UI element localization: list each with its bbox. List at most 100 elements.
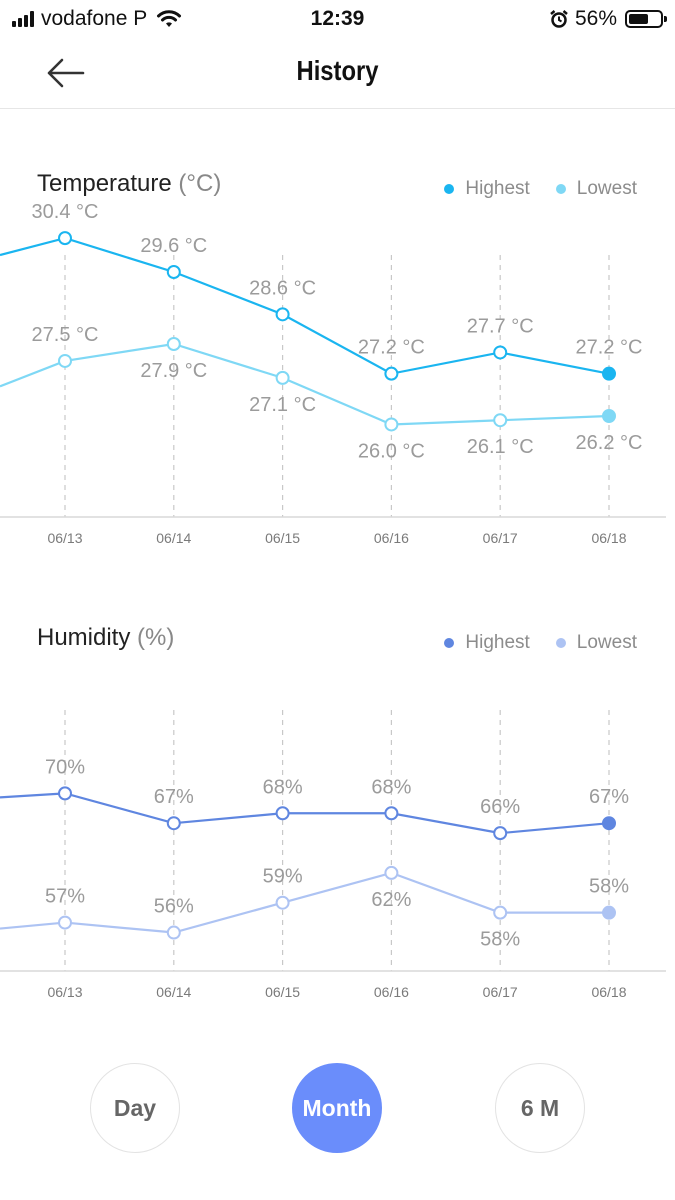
data-point xyxy=(166,816,181,831)
arrow-left-icon[interactable] xyxy=(42,53,88,93)
humidity-title-text: Humidity xyxy=(37,624,131,651)
legend-dot-lowest xyxy=(555,184,566,194)
data-point xyxy=(384,806,399,821)
data-label: 59% xyxy=(263,866,303,888)
data-point xyxy=(275,895,290,910)
legend-dot-highest xyxy=(444,184,455,194)
battery-percent: 56% xyxy=(574,7,617,30)
data-label: 26.2 °C xyxy=(576,432,643,454)
period-day-button[interactable]: Day xyxy=(90,1063,180,1153)
data-point xyxy=(275,307,290,322)
data-point xyxy=(58,231,72,246)
data-label: 58% xyxy=(480,929,520,951)
alarm-icon xyxy=(550,10,568,28)
legend-label-lowest: Lowest xyxy=(576,178,637,199)
humidity-legend: Highest Lowest xyxy=(418,632,637,654)
data-label: 27.9 °C xyxy=(140,360,207,382)
temperature-title: Temperature (°C) xyxy=(37,170,221,198)
x-tick-label: 06/13 xyxy=(47,984,82,1000)
data-point xyxy=(58,353,72,368)
legend-highest: Highest xyxy=(444,178,530,200)
page-title: History xyxy=(296,55,379,86)
legend-lowest: Lowest xyxy=(555,632,637,654)
temperature-unit: (°C) xyxy=(178,170,222,197)
data-point xyxy=(493,905,508,920)
data-point xyxy=(493,345,508,360)
humidity-chart: 06/13 06/14 06/15 06/16 06/17 06/18 70% 67% 68% 6… xyxy=(0,710,666,1000)
x-tick-label: 06/13 xyxy=(47,530,82,546)
status-right: 56% xyxy=(549,7,667,31)
data-point xyxy=(602,409,616,423)
data-point xyxy=(58,915,72,930)
data-point xyxy=(493,826,508,841)
data-point xyxy=(384,865,399,880)
legend-label-highest: Highest xyxy=(465,178,530,199)
x-tick-label: 06/16 xyxy=(374,984,409,1000)
data-label: 56% xyxy=(154,896,194,918)
data-label: 29.6 °C xyxy=(140,235,207,257)
data-label: 26.1 °C xyxy=(467,436,534,458)
data-point xyxy=(602,366,616,381)
data-point xyxy=(166,925,181,940)
legend-label-lowest: Lowest xyxy=(576,632,637,653)
period-month-button[interactable]: Month xyxy=(292,1063,382,1153)
status-left: vodafone P xyxy=(12,7,182,31)
data-label: 27.7 °C xyxy=(467,315,534,337)
x-tick-label: 06/15 xyxy=(265,530,300,546)
data-label: 68% xyxy=(263,776,303,798)
data-label: 30.4 °C xyxy=(32,201,99,223)
x-tick-label: 06/15 xyxy=(265,984,300,1000)
data-label: 26.0 °C xyxy=(358,440,425,462)
data-point xyxy=(384,366,399,381)
data-point xyxy=(58,786,72,801)
x-tick-label: 06/18 xyxy=(591,984,626,1000)
status-bar: vodafone P 12:39 56% xyxy=(0,0,675,40)
legend-highest: Highest xyxy=(444,632,530,654)
carrier-name: vodafone P xyxy=(41,7,148,30)
temperature-chart: 06/13 06/14 06/15 06/16 06/17 06/18 30.4 °C 29.… xyxy=(0,201,666,546)
data-point xyxy=(602,816,616,831)
data-point xyxy=(166,265,181,279)
x-tick-label: 06/14 xyxy=(156,984,191,1000)
data-label: 62% xyxy=(371,889,411,911)
data-label: 28.6 °C xyxy=(249,277,316,299)
temperature-title-text: Temperature xyxy=(37,170,172,197)
data-label: 67% xyxy=(154,786,194,808)
data-label: 68% xyxy=(371,776,411,798)
data-label: 27.1 °C xyxy=(249,394,316,416)
status-time: 12:39 xyxy=(310,7,365,30)
period-6m-button[interactable]: 6 M xyxy=(495,1063,585,1153)
data-label: 67% xyxy=(589,786,629,808)
data-label: 57% xyxy=(45,886,85,908)
data-point xyxy=(166,337,181,351)
data-label: 58% xyxy=(589,876,629,898)
x-tick-label: 06/17 xyxy=(483,984,518,1000)
x-tick-label: 06/17 xyxy=(483,530,518,546)
data-point xyxy=(275,806,290,821)
humidity-unit: (%) xyxy=(137,624,175,651)
legend-lowest: Lowest xyxy=(555,178,637,200)
x-tick-label: 06/18 xyxy=(591,530,626,546)
humidity-title: Humidity (%) xyxy=(37,624,174,652)
legend-dot-highest xyxy=(444,638,455,648)
data-label: 27.2 °C xyxy=(576,337,643,359)
battery-icon xyxy=(625,10,667,28)
data-label: 27.5 °C xyxy=(32,324,99,346)
series-line xyxy=(0,236,610,375)
signal-icon xyxy=(12,11,34,27)
humidity-section: Humidity (%) Highest Lowest xyxy=(0,605,675,1005)
temperature-section: Temperature (°C) Highest Lowest xyxy=(0,150,675,570)
data-label: 27.2 °C xyxy=(358,337,425,359)
data-point xyxy=(602,905,616,920)
data-label: 66% xyxy=(480,796,520,818)
temperature-legend: Highest Lowest xyxy=(418,178,637,200)
legend-dot-lowest xyxy=(555,638,566,648)
data-point xyxy=(384,417,399,432)
data-point xyxy=(493,413,508,428)
data-point xyxy=(275,370,290,385)
nav-bar: History xyxy=(0,40,675,109)
legend-label-highest: Highest xyxy=(465,632,530,653)
series-line xyxy=(0,871,609,934)
wifi-icon xyxy=(157,10,182,27)
period-toggle: Day Month 6 M xyxy=(0,1063,675,1155)
